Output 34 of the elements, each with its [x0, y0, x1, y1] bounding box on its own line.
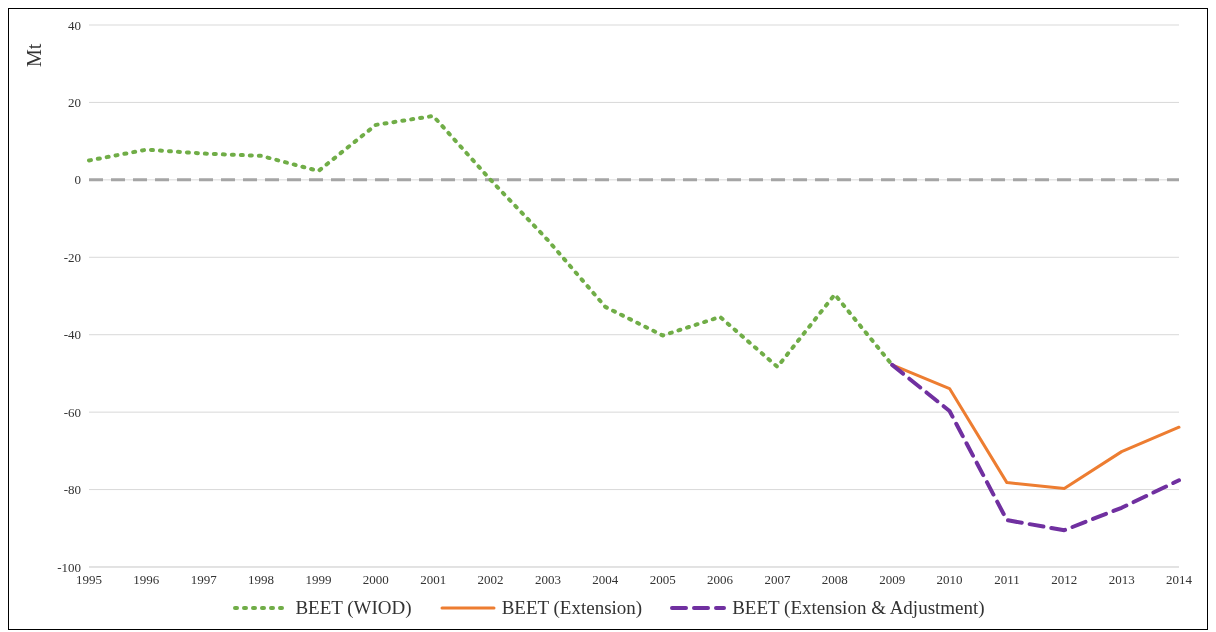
x-tick-label: 2014 — [1166, 572, 1193, 588]
x-tick-label: 1997 — [190, 572, 218, 588]
x-tick-label: 2012 — [1051, 572, 1078, 588]
y-tick-label: -20 — [63, 249, 81, 265]
y-tick-label: 20 — [68, 95, 81, 111]
x-tick-label: 2008 — [821, 572, 848, 588]
x-tick-label: 2007 — [764, 572, 791, 588]
x-tick-label: 2009 — [879, 572, 906, 588]
x-tick-label: 2004 — [592, 572, 619, 588]
x-tick-label: 1995 — [76, 572, 102, 588]
line-series — [87, 113, 895, 369]
y-tick-label: 40 — [68, 17, 81, 33]
x-tick-label: 2003 — [534, 572, 561, 588]
x-tick-label: 2000 — [362, 572, 389, 588]
y-tick-label: 0 — [74, 172, 81, 188]
x-tick-label: 2001 — [420, 572, 447, 588]
x-tick-label: 2002 — [477, 572, 504, 588]
y-tick-label: -40 — [63, 327, 81, 343]
x-tick-label: 2011 — [994, 572, 1020, 588]
line-series — [890, 362, 1181, 533]
x-tick-label: 1999 — [305, 572, 332, 588]
x-tick-label: 2005 — [649, 572, 676, 588]
x-tick-label: 1998 — [248, 572, 275, 588]
x-tick-label: 2013 — [1108, 572, 1135, 588]
x-tick-label: 2010 — [936, 572, 963, 588]
legend-label: BEET (Extension & Adjustment) — [731, 597, 985, 619]
legend-label: BEET (WIOD) — [294, 597, 412, 619]
x-tick-label: 2006 — [707, 572, 734, 588]
y-axis-title: Mt — [23, 43, 46, 67]
x-tick-label: 1996 — [133, 572, 160, 588]
legend-label: BEET (Extension) — [500, 597, 643, 619]
y-tick-label: -60 — [63, 404, 81, 420]
y-tick-label: -100 — [57, 559, 81, 575]
y-tick-label: -80 — [63, 482, 81, 498]
